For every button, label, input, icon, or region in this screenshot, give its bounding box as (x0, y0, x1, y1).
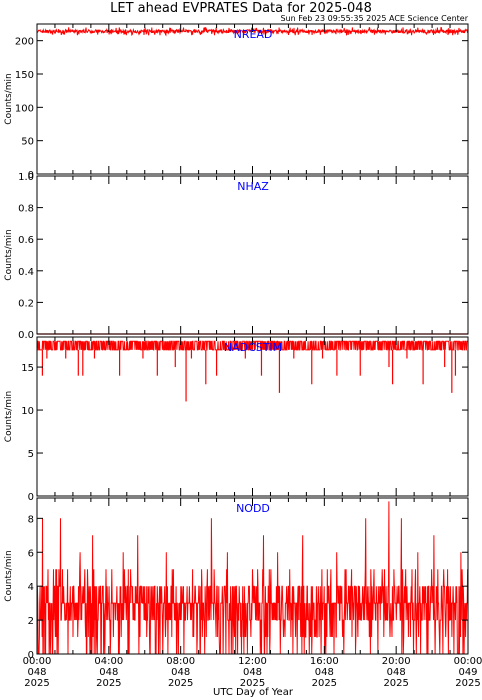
y-tick-label: 0.6 (18, 235, 34, 246)
y-tick-label: 1.0 (18, 172, 34, 183)
x-tick-year: 2025 (383, 678, 408, 689)
y-tick-label: 15 (21, 363, 34, 374)
x-tick-doy: 048 (99, 667, 118, 678)
y-tick-label: 2 (28, 616, 34, 627)
y-tick-label: 0.8 (18, 204, 34, 215)
x-tick-doy: 048 (171, 667, 190, 678)
y-tick-label: 4 (28, 582, 34, 593)
x-tick-doy: 049 (458, 667, 477, 678)
x-tick-year: 2025 (455, 678, 480, 689)
chart-title: LET ahead EVPRATES Data for 2025-048 (110, 1, 372, 16)
y-tick-label: 5 (28, 449, 34, 460)
x-tick-doy: 048 (315, 667, 334, 678)
timestamp: Sun Feb 23 09:55:35 2025 ACE Science Cen… (280, 14, 468, 23)
x-tick-labels: 00:00048202504:00048202508:00048202512:0… (23, 656, 482, 689)
x-tick-doy: 048 (243, 667, 262, 678)
y-tick-label: 0 (28, 170, 34, 181)
panel-nadcstim: 0 5 10 15 NADCSTIM Counts/min (4, 336, 469, 503)
panels: 050100150200NREADCounts/min0.00.20.40.60… (4, 23, 469, 661)
y-axis-label: Counts/min (4, 73, 14, 124)
series-nodd (36, 501, 469, 655)
x-tick-year: 2025 (96, 678, 121, 689)
panel-label: NREAD (234, 28, 273, 41)
panel-label: NHAZ (237, 180, 269, 193)
y-axis-label: Counts/min (4, 229, 14, 280)
x-tick-time: 20:00 (382, 656, 411, 667)
y-tick-label: 10 (21, 406, 34, 417)
y-tick-label: 8 (28, 514, 34, 525)
panel-nhaz: 0.0 0.2 0.4 0.6 0.8 1.0 NHAZ Counts/min (4, 172, 469, 341)
panel-label: NODD (236, 502, 270, 515)
y-tick-label: 0 (28, 650, 34, 661)
x-tick-time: 00:00 (454, 656, 482, 667)
x-tick-time: 12:00 (238, 656, 267, 667)
panel-nread: 0 50 100 150 200 NREAD Counts/min (4, 23, 469, 181)
y-tick-label: 6 (28, 548, 34, 559)
panel-frame (36, 336, 469, 497)
y-axis-label: Counts/min (4, 391, 14, 442)
y-tick-label: 0.0 (18, 330, 34, 341)
y-tick-label: 50 (21, 137, 34, 148)
y-tick-label: 150 (15, 70, 34, 81)
x-tick-time: 04:00 (94, 656, 123, 667)
y-tick-label: 200 (15, 37, 34, 48)
panel-label: NADCSTIM (224, 341, 282, 354)
x-tick-doy: 048 (27, 667, 46, 678)
x-tick-time: 08:00 (166, 656, 195, 667)
y-tick-label: 0 (28, 492, 34, 503)
y-tick-label: 0.4 (18, 267, 34, 278)
x-tick-time: 16:00 (310, 656, 339, 667)
panel-nodd: 0 2 4 6 8 NODD Counts/min (4, 497, 469, 661)
x-tick-time: 00:00 (23, 656, 52, 667)
y-axis-label: Counts/min (4, 550, 14, 601)
x-tick-doy: 048 (387, 667, 406, 678)
x-tick-year: 2025 (24, 678, 49, 689)
panel-frame (36, 23, 469, 175)
x-axis-label: UTC Day of Year (213, 687, 294, 698)
trace-nodd (36, 501, 469, 655)
y-tick-label: 0.2 (18, 298, 34, 309)
y-tick-label: 100 (15, 103, 34, 114)
x-tick-year: 2025 (168, 678, 193, 689)
panel-frame (36, 175, 469, 335)
x-tick-year: 2025 (240, 678, 265, 689)
x-tick-year: 2025 (312, 678, 337, 689)
